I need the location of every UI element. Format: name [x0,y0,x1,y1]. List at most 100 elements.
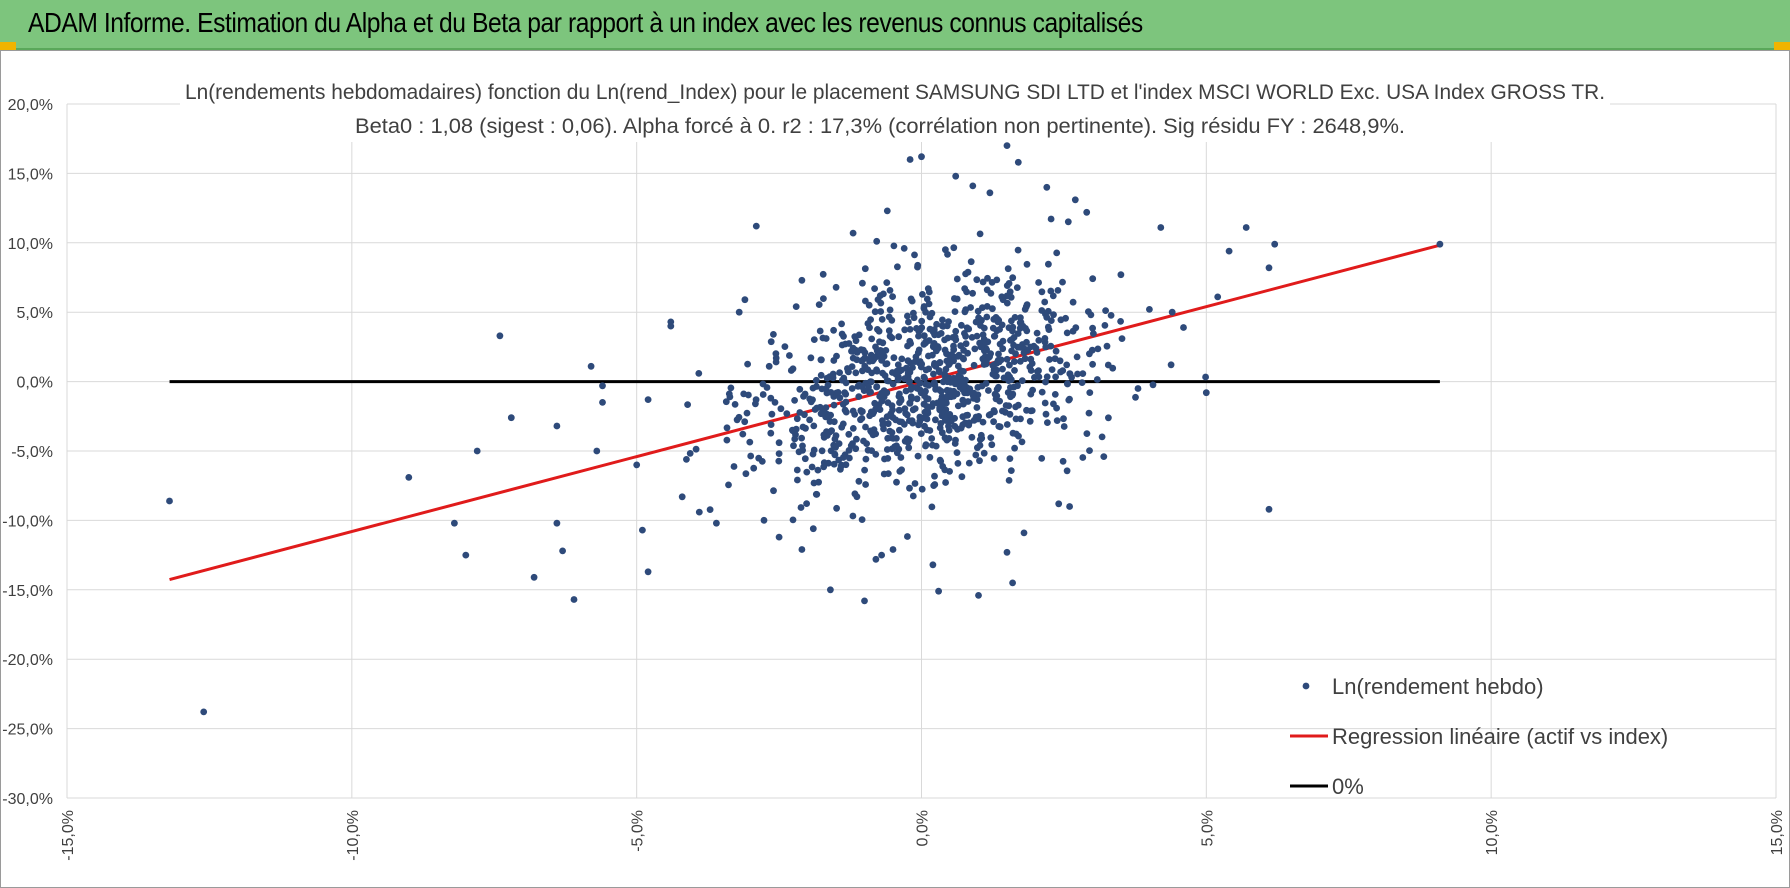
data-point [929,351,936,359]
data-point [817,371,825,379]
data-point [893,435,900,442]
data-point [947,417,955,425]
data-point [995,350,1002,358]
data-point [816,327,824,335]
data-point [462,551,470,559]
data-point [752,396,760,404]
data-point [725,481,732,489]
data-point [938,322,946,330]
data-point [898,366,905,374]
data-point [915,327,923,335]
data-point [1006,361,1013,369]
data-point [969,182,977,190]
data-point [873,383,881,391]
data-point [1083,208,1091,216]
data-point [830,460,838,468]
data-point [1027,407,1035,415]
data-point [965,421,973,429]
data-point [200,708,208,716]
data-point [713,519,720,527]
data-point [1047,287,1055,295]
data-point [741,418,749,426]
data-point [886,287,894,294]
data-point [922,380,930,388]
data-point [1079,370,1087,377]
y-tick-label: -5,0% [11,444,53,461]
data-point [942,365,950,373]
data-point [1014,343,1022,351]
data-point [886,306,894,314]
data-point [1047,215,1055,223]
data-point [976,436,984,443]
data-point [878,551,885,559]
data-point [833,504,840,512]
data-point [889,369,896,376]
data-point [936,424,944,432]
data-point [943,378,951,386]
data-point [1117,271,1125,279]
data-point [599,382,606,390]
data-point [861,466,868,474]
data-point [864,446,872,454]
data-point [744,360,751,368]
data-point [931,381,939,389]
data-point [970,394,977,402]
data-point [1014,382,1021,390]
data-point [950,357,957,365]
data-point [983,286,991,294]
data-point [1069,327,1077,335]
data-point [931,481,939,488]
data-point [826,373,834,380]
data-point [906,377,913,385]
data-point [896,399,903,406]
data-point [894,361,902,369]
x-tick-label: -10,0% [345,810,362,861]
data-point [999,345,1007,353]
data-point [1027,343,1034,351]
data-point [904,533,911,540]
data-point [954,460,962,467]
data-point [936,404,943,412]
data-point [987,434,995,441]
data-point [842,390,850,398]
data-point [946,387,954,395]
data-point [1134,385,1142,392]
data-point [570,596,578,603]
data-point [993,392,1001,400]
data-point [1168,308,1176,316]
data-point [916,413,924,421]
data-point [906,326,914,333]
data-point [911,405,919,412]
data-point [931,331,938,339]
data-point [1078,379,1086,386]
data-point [847,442,855,449]
data-point [879,369,886,377]
data-point [967,258,975,266]
data-point [1014,246,1022,254]
data-point [985,387,992,394]
data-point [803,500,810,507]
data-point [911,251,918,259]
data-point [794,476,801,484]
data-point [898,466,905,474]
data-point [553,422,561,430]
data-point [1041,298,1049,306]
data-point [1047,342,1055,350]
data-point [1086,389,1094,396]
data-point [876,292,884,299]
data-point [1029,386,1036,394]
data-point [1089,275,1097,283]
data-point [1011,314,1019,321]
data-point [1063,361,1071,369]
data-point [1094,345,1102,353]
data-point [991,408,998,416]
data-point [1011,358,1018,365]
data-point [1044,419,1051,426]
data-point [695,508,703,516]
data-point [836,369,843,376]
data-point [793,466,801,474]
data-point [965,325,973,333]
data-point [914,261,922,269]
data-point [888,429,896,436]
data-point [944,251,951,258]
